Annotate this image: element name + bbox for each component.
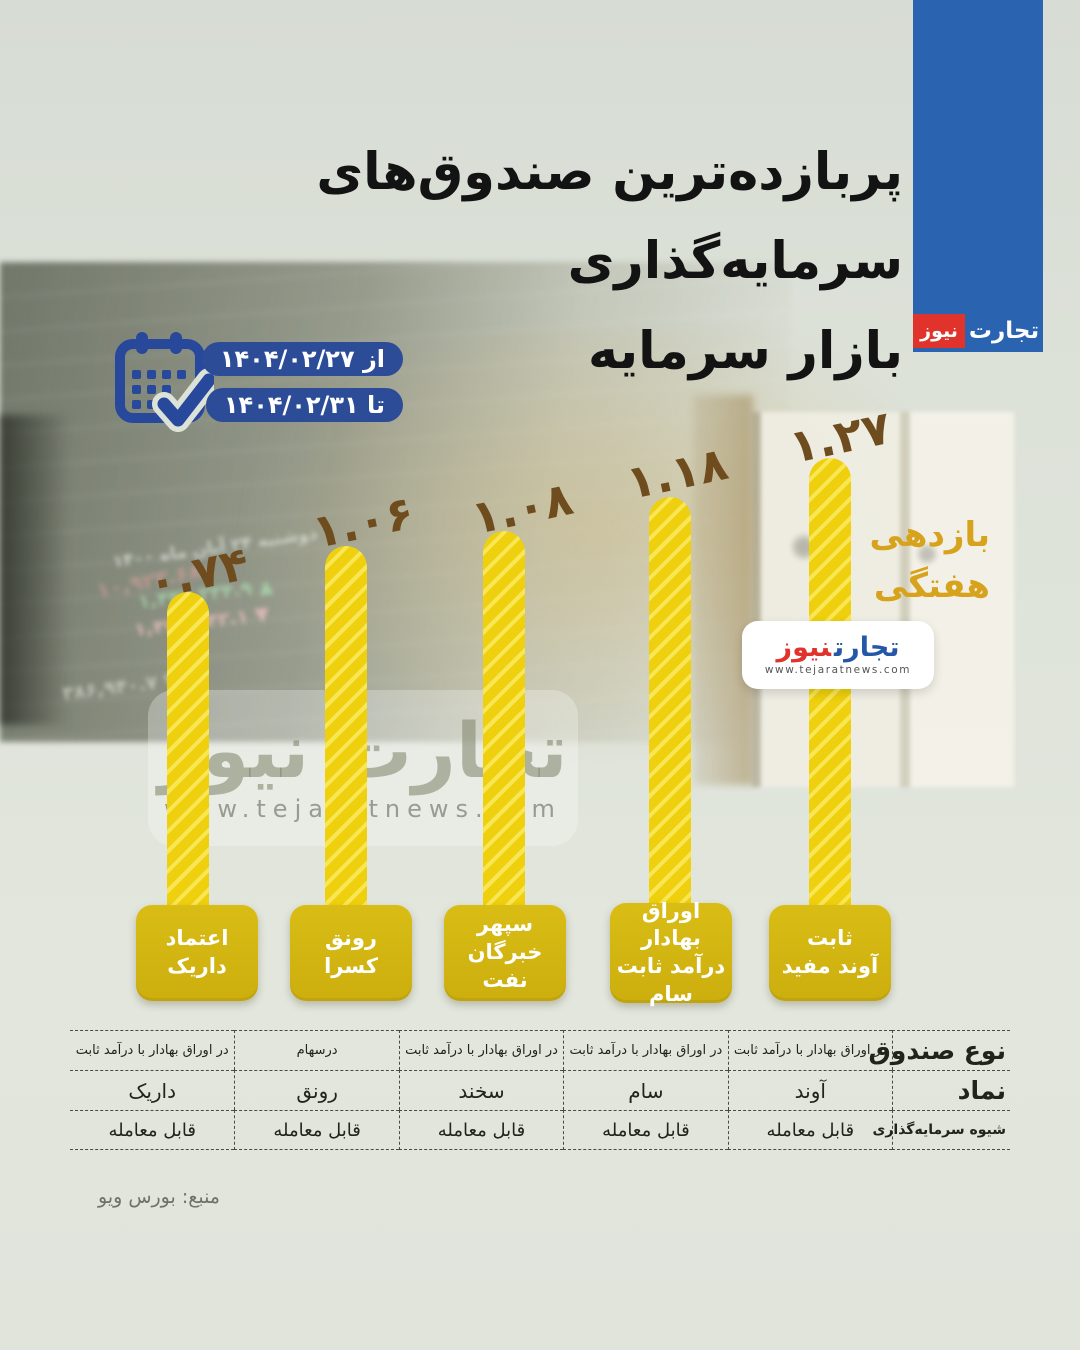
bar-sam [649,497,691,912]
bar-sepehr-khobregan-naft [483,531,525,912]
cell-type-sam: در اوراق بهادار با درآمد ثابت [563,1030,728,1070]
fund-label-avand-mofid: ثابت آوند مفید [769,905,891,1001]
brand-logo: تجارت نیوز [913,314,1043,348]
fund-label-sam: اوراق بهادار درآمد ثابت سام [610,899,732,1006]
cell-symbol-darik: داریک [70,1070,235,1110]
date-range-to: تا ۱۴۰۴/۰۲/۳۱ [205,388,403,422]
cell-type-avand: در اوراق بهادار با درآمد ثابت [727,1030,892,1070]
brand-card-logo: تجارتنیوز [777,634,900,661]
bar-ronagh-kasra [325,546,367,912]
cell-method-ronagh: قابل معامله [234,1110,399,1150]
row-header-method: شیوه سرمایه‌گذاری [873,1110,1010,1150]
cell-symbol-sakhand: سخند [398,1070,564,1110]
brand-card-website: www.tejaratnews.com [764,664,912,676]
background-lockers [752,412,1014,787]
cell-method-sakhand: قابل معامله [398,1110,564,1150]
cell-method-darik: قابل معامله [70,1110,235,1150]
cell-method-sam: قابل معامله [563,1110,728,1150]
title-line-1: پربازده‌ترین صندوق‌های سرمایه‌گذاری [316,143,903,292]
fund-label-ronagh-kasra: رونق کسرا [290,905,412,1001]
bar-etemad-darik [167,592,209,912]
cell-type-sakhand: در اوراق بهادار با درآمد ثابت [398,1030,564,1070]
background-shelf [693,395,753,785]
fund-details-table: نوع صندوق در اوراق بهادار با درآمد ثابت … [70,1030,1010,1150]
cell-symbol-ronagh: رونق [234,1070,399,1110]
background-dark-edge [0,415,70,725]
page-title: پربازده‌ترین صندوق‌های سرمایه‌گذاری بازا… [53,128,903,396]
cell-symbol-avand: آوند [727,1070,892,1110]
fund-label-sepehr-khobregan-naft: سپهر خبرگان نفت [444,905,566,1001]
brand-word-tejarat: تجارت [968,318,1040,344]
fund-label-etemad-darik: اعتماد داریک [136,905,258,1001]
row-header-fund-type: نوع صندوق [868,1030,1010,1070]
cell-type-ronagh: درسهام [234,1030,399,1070]
cell-type-darik: در اوراق بهادار با درآمد ثابت [70,1030,235,1070]
brand-card-word-tejarat: تجارت [834,632,900,663]
cell-method-avand: قابل معامله [727,1110,892,1150]
brand-card: تجارتنیوز www.tejaratnews.com [742,621,934,689]
source-note: منبع: بورس ویو [98,1186,220,1208]
row-header-symbol: نماد [892,1070,1010,1110]
title-line-2: بازار سرمایه [588,321,903,381]
brand-card-word-news: نیوز [776,632,832,663]
brand-ribbon: تجارت نیوز [913,0,1043,352]
weekly-return-note: بازدهی هفتگی [869,515,990,606]
calendar-check-icon [115,332,214,432]
cell-symbol-sam: سام [563,1070,728,1110]
date-range-from: از ۱۴۰۴/۰۲/۲۷ [201,342,403,376]
brand-word-news: نیوز [913,314,965,348]
